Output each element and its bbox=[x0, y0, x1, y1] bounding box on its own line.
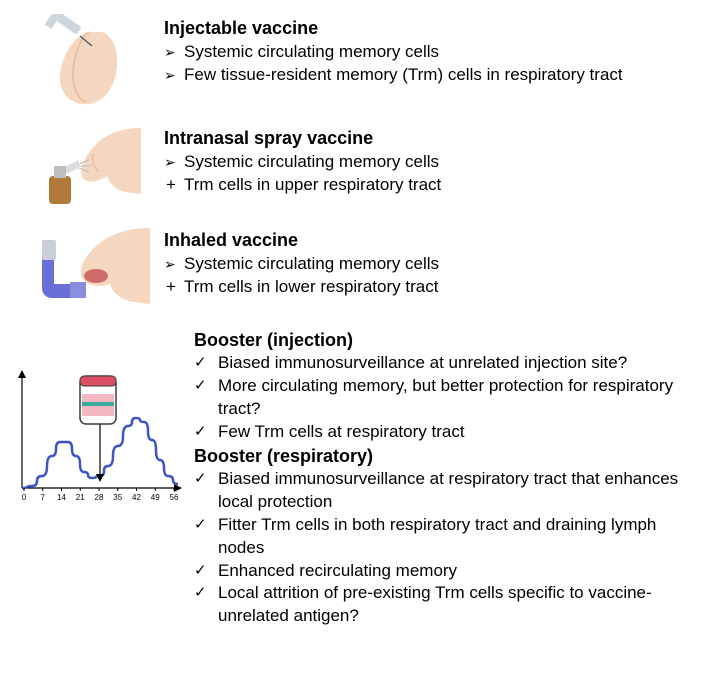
bullet: Enhanced recirculating memory bbox=[194, 560, 696, 583]
svg-text:56: 56 bbox=[170, 493, 179, 502]
section-intranasal: Intranasal spray vaccine Systemic circul… bbox=[14, 124, 696, 208]
bullet: Biased immunosurveillance at respiratory… bbox=[194, 468, 696, 514]
section-intranasal-text: Intranasal spray vaccine Systemic circul… bbox=[164, 124, 696, 197]
bullet: Local attrition of pre-existing Trm cell… bbox=[194, 582, 696, 628]
bullet: Systemic circulating memory cells bbox=[164, 151, 696, 174]
svg-text:35: 35 bbox=[113, 493, 122, 502]
svg-text:21: 21 bbox=[76, 493, 85, 502]
bullet: Biased immunosurveillance at unrelated i… bbox=[194, 352, 696, 375]
booster-chart-icon: 0 7 14 21 28 35 42 49 56 bbox=[14, 328, 194, 518]
svg-text:49: 49 bbox=[151, 493, 160, 502]
bullet: Trm cells in lower respiratory tract bbox=[164, 276, 696, 299]
svg-text:42: 42 bbox=[132, 493, 141, 502]
inhaled-icon bbox=[14, 226, 164, 310]
bullet: Few tissue-resident memory (Trm) cells i… bbox=[164, 64, 696, 87]
bullet: Systemic circulating memory cells bbox=[164, 41, 696, 64]
bullet: Trm cells in upper respiratory tract bbox=[164, 174, 696, 197]
booster-title: Booster (respiratory) bbox=[194, 446, 696, 467]
section-inhaled: Inhaled vaccine Systemic circulating mem… bbox=[14, 226, 696, 310]
booster-bullets: Biased immunosurveillance at respiratory… bbox=[194, 468, 696, 629]
svg-text:14: 14 bbox=[57, 493, 66, 502]
section-inhaled-text: Inhaled vaccine Systemic circulating mem… bbox=[164, 226, 696, 299]
injectable-icon bbox=[14, 14, 164, 106]
section-booster: 0 7 14 21 28 35 42 49 56 Booster (injection) Bia… bbox=[14, 328, 696, 628]
booster-title: Booster (injection) bbox=[194, 330, 696, 351]
section-bullets: Systemic circulating memory cells Trm ce… bbox=[164, 151, 696, 197]
section-bullets: Systemic circulating memory cells Trm ce… bbox=[164, 253, 696, 299]
section-injectable: Injectable vaccine Systemic circulating … bbox=[14, 14, 696, 106]
bullet: Systemic circulating memory cells bbox=[164, 253, 696, 276]
section-bullets: Systemic circulating memory cells Few ti… bbox=[164, 41, 696, 87]
booster-text: Booster (injection) Biased immunosurveil… bbox=[194, 328, 696, 628]
section-title: Inhaled vaccine bbox=[164, 230, 696, 251]
svg-text:0: 0 bbox=[22, 493, 27, 502]
svg-text:28: 28 bbox=[95, 493, 104, 502]
bullet: More circulating memory, but better prot… bbox=[194, 375, 696, 421]
booster-bullets: Biased immunosurveillance at unrelated i… bbox=[194, 352, 696, 444]
bullet: Few Trm cells at respiratory tract bbox=[194, 421, 696, 444]
svg-text:7: 7 bbox=[41, 493, 46, 502]
section-title: Intranasal spray vaccine bbox=[164, 128, 696, 149]
section-injectable-text: Injectable vaccine Systemic circulating … bbox=[164, 14, 696, 87]
intranasal-icon bbox=[14, 124, 164, 208]
bullet: Fitter Trm cells in both respiratory tra… bbox=[194, 514, 696, 560]
section-title: Injectable vaccine bbox=[164, 18, 696, 39]
